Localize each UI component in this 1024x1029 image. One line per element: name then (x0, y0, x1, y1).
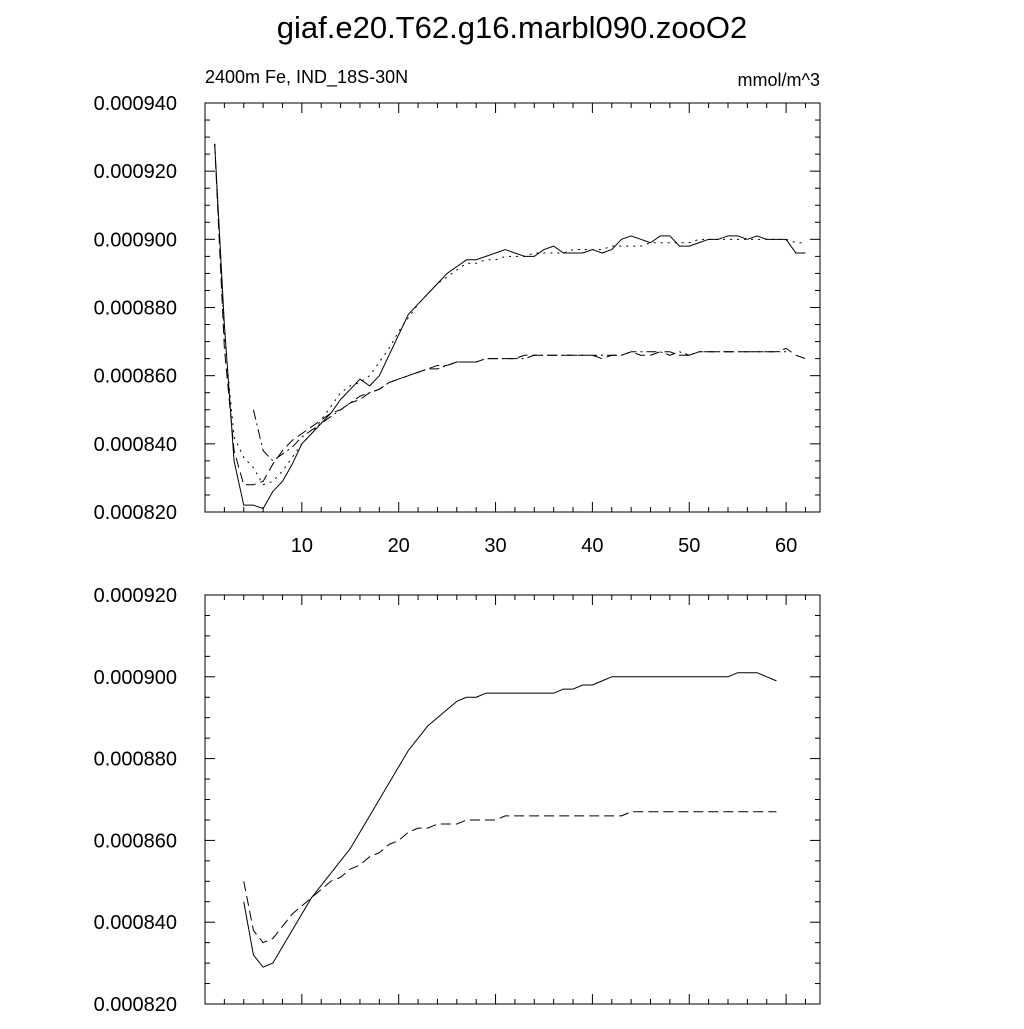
chart-panel-2: 0.000820 0.000840 0.000860 0.000880 0.000900… (94, 585, 821, 1016)
y-tick-label: 0.000940 (94, 93, 177, 115)
y-tick-label: 0.000860 (94, 830, 177, 852)
y-tick-label: 0.000900 (94, 667, 177, 689)
y-tick-label: 0.000820 (94, 994, 177, 1016)
series-line-dashed (243, 811, 777, 944)
y-tick-label: 0.000860 (94, 366, 177, 388)
series-line-solid (214, 143, 806, 510)
y-tick-label: 0.000840 (94, 912, 177, 934)
panel-units-label: mmol/m^3 (738, 70, 820, 90)
y-tick-label: 0.000900 (94, 229, 177, 251)
x-tick-label: 60 (775, 535, 797, 557)
chart-panel-1: 10 20 30 40 50 60 0.000820 0.000840 0.000860 0.00… (94, 67, 821, 557)
series-line-dotted (214, 143, 806, 486)
panel-left-label: 2400m Fe, IND_18S-30N (205, 67, 408, 88)
chart-title: giaf.e20.T62.g16.marbl090.zooO2 (277, 10, 747, 45)
x-tick-label: 20 (388, 535, 410, 557)
y-tick-label: 0.000920 (94, 585, 177, 607)
series-line-solid (243, 672, 777, 968)
x-tick-label: 50 (678, 535, 700, 557)
x-tick-label: 40 (581, 535, 603, 557)
y-tick-label: 0.000920 (94, 161, 177, 183)
y-tick-label: 0.000840 (94, 434, 177, 456)
x-tick-label: 10 (291, 535, 313, 557)
y-tick-label: 0.000820 (94, 502, 177, 524)
y-tick-label: 0.000880 (94, 298, 177, 320)
series-line-dashed (214, 143, 806, 486)
x-tick-label: 30 (484, 535, 506, 557)
y-tick-label: 0.000880 (94, 749, 177, 771)
series-line-dashdot (252, 351, 787, 462)
plot-frame (204, 594, 821, 1005)
